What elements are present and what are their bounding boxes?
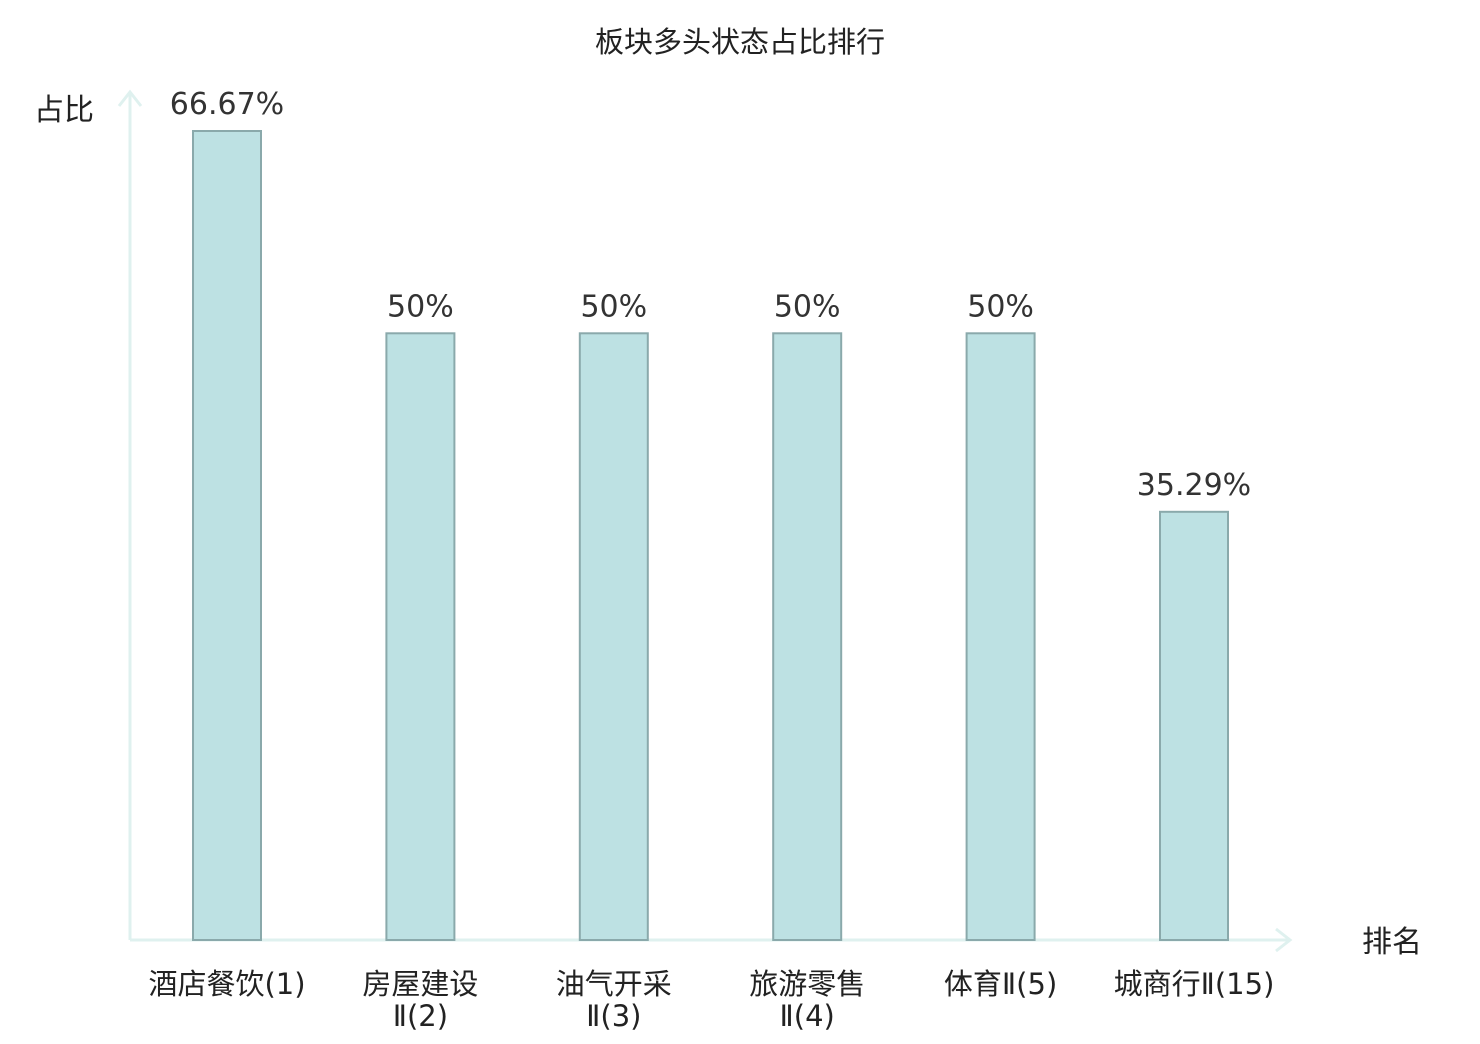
value-label-2: 50% <box>387 289 454 324</box>
category-label-6: 城商行Ⅱ(15) <box>1114 967 1275 1001</box>
x-axis-arrow-icon <box>1275 927 1293 953</box>
value-labels-group: 66.67% 50% 50% 50% 50% 35.29% <box>170 87 1251 503</box>
bar-2 <box>385 332 456 941</box>
bar-4 <box>772 332 843 941</box>
value-label-1: 66.67% <box>170 87 284 122</box>
bar-5 <box>965 332 1036 941</box>
value-label-5: 50% <box>967 289 1034 324</box>
category-label-5: 体育Ⅱ(5) <box>944 967 1057 1001</box>
value-label-6: 35.29% <box>1137 468 1251 503</box>
bar-6 <box>1159 510 1229 941</box>
chart-title: 板块多头状态占比排行 <box>595 25 885 59</box>
category-label-2-line-1: 房屋建设 <box>362 967 478 1001</box>
category-label-4-line-2: Ⅱ(4) <box>780 999 835 1033</box>
y-axis-arrow-icon <box>117 89 143 107</box>
category-label-2-line-2: Ⅱ(2) <box>393 999 448 1033</box>
value-label-4: 50% <box>774 289 841 324</box>
bars-group <box>192 130 1229 941</box>
category-label-4-line-1: 旅游零售 <box>749 967 865 1001</box>
y-axis-title: 占比 <box>34 93 94 128</box>
value-label-3: 50% <box>580 289 647 324</box>
category-label-1: 酒店餐饮(1) <box>148 967 305 1001</box>
bar-1 <box>192 130 262 941</box>
x-axis-title: 排名 <box>1362 925 1422 960</box>
category-label-3-line-2: Ⅱ(3) <box>586 999 641 1033</box>
category-label-3-line-1: 油气开采 <box>556 967 672 1001</box>
bar-3 <box>578 332 649 941</box>
